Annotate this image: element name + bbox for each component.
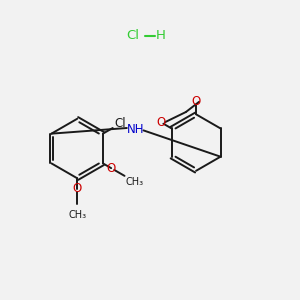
Text: O: O — [191, 95, 201, 108]
Text: H: H — [155, 29, 165, 42]
Text: O: O — [156, 116, 165, 129]
Text: O: O — [106, 162, 116, 175]
Text: CH₃: CH₃ — [68, 210, 86, 220]
Text: O: O — [73, 182, 82, 195]
Text: Cl: Cl — [126, 29, 139, 42]
Text: CH₃: CH₃ — [125, 176, 143, 187]
Text: NH: NH — [126, 123, 144, 136]
Text: Cl: Cl — [114, 117, 126, 130]
